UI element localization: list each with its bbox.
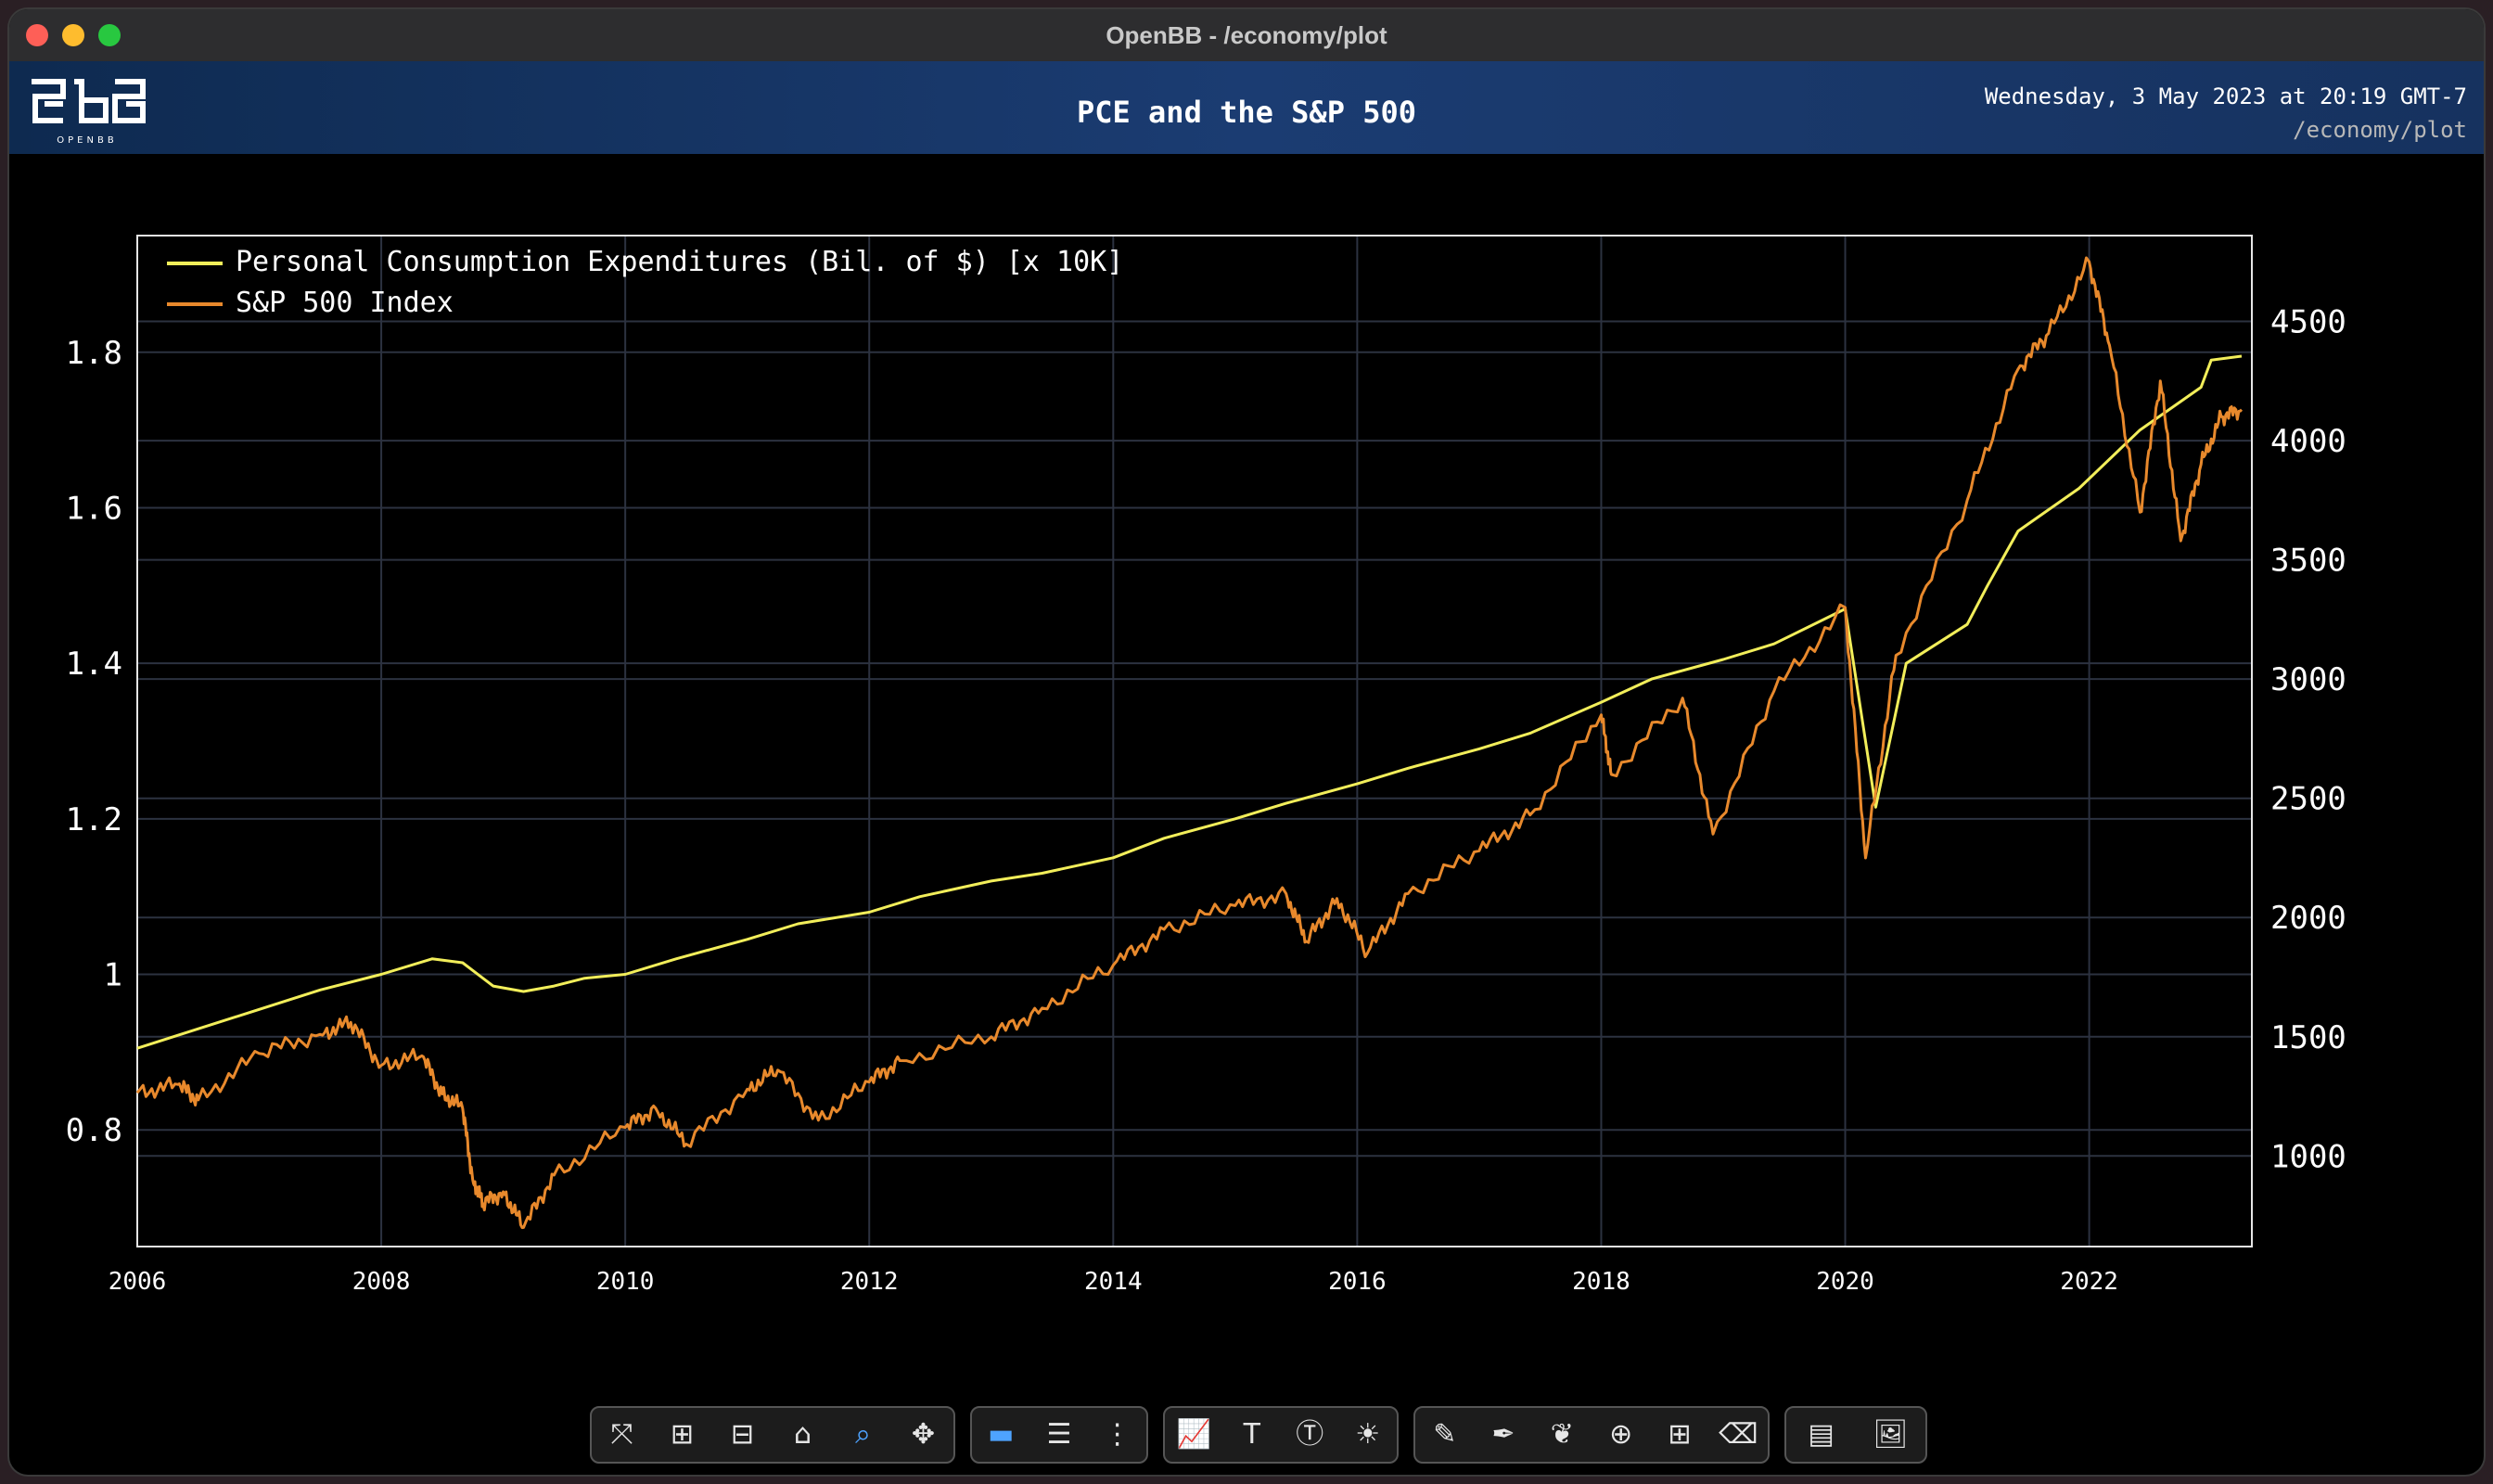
autoscale-icon[interactable]: ⤧	[610, 1418, 633, 1451]
modebar-group: ⤧ ⊞ ⊟ ⌂ ⌕ ✥	[590, 1406, 955, 1464]
modebar-group: 📈 T Ⓣ ☀	[1163, 1406, 1399, 1464]
hover-compare-icon[interactable]: ☰	[1046, 1418, 1072, 1451]
y-right-tick-label: 2500	[2270, 781, 2346, 818]
traffic-lights	[26, 24, 121, 46]
openbb-logo: OPENBB	[32, 79, 146, 146]
change-title-icon[interactable]: Ⓣ	[1296, 1418, 1324, 1451]
add-indicator-icon[interactable]: 📈	[1176, 1418, 1211, 1451]
legend-label: S&P 500 Index	[236, 287, 454, 319]
zoom-out-icon[interactable]: ⊟	[730, 1418, 755, 1451]
plot-title: PCE and the S&P 500	[1076, 95, 1417, 130]
line-chart[interactable]: 2006 2008 2010 2012 2014 2016 2018 2020 2022 0.8 1…	[9, 154, 2484, 1397]
x-tick-label: 2020	[1816, 1268, 1874, 1296]
draw-line-icon[interactable]: ✎	[1433, 1418, 1457, 1451]
zoom-in-icon[interactable]: ⊞	[670, 1418, 695, 1451]
modebar-group: ▤ 🖼	[1784, 1406, 1927, 1464]
x-tick-label: 2010	[596, 1268, 655, 1296]
erase-shape-icon[interactable]: ⌫	[1719, 1418, 1758, 1451]
zoom-icon[interactable]: ⌕	[855, 1418, 871, 1451]
add-text-icon[interactable]: T	[1243, 1418, 1260, 1451]
command-path: /economy/plot	[2293, 117, 2467, 143]
y-right-tick-label: 4000	[2270, 423, 2346, 460]
y-right-tick-label: 3500	[2270, 543, 2346, 580]
y-left-tick-label: 1.2	[66, 801, 122, 838]
y-left-tick-label: 1.4	[66, 646, 122, 683]
window-title: OpenBB - /economy/plot	[1106, 20, 1387, 49]
y-right-tick-label: 1500	[2270, 1019, 2346, 1056]
draw-rect-icon[interactable]: ⊞	[1668, 1418, 1692, 1451]
y-left-tick-label: 1.8	[66, 335, 122, 372]
y-left-tick-label: 1	[104, 957, 122, 994]
title-bar: OpenBB - /economy/plot	[9, 9, 2484, 61]
pce-series-line	[136, 354, 2243, 1050]
maximize-window-button[interactable]	[98, 24, 121, 46]
minimize-window-button[interactable]	[62, 24, 84, 46]
x-tick-label: 2008	[352, 1268, 411, 1296]
legend-label: Personal Consumption Expenditures (Bil. …	[236, 246, 1123, 278]
y-right-tick-label: 2000	[2270, 900, 2346, 937]
x-tick-label: 2014	[1084, 1268, 1143, 1296]
download-image-icon[interactable]: 🖼	[1873, 1418, 1909, 1451]
y-right-tick-label: 3000	[2270, 661, 2346, 698]
home-icon[interactable]: ⌂	[793, 1418, 812, 1451]
y-left-tick-label: 0.8	[66, 1112, 122, 1149]
modebar-group: ▬ ☰ ⋮	[970, 1406, 1148, 1464]
plot-header: OPENBB PCE and the S&P 500 Wednesday, 3 …	[9, 61, 2484, 154]
plot-area[interactable]: 2006 2008 2010 2012 2014 2016 2018 2020 2022 0.8 1…	[9, 154, 2484, 1397]
toggle-theme-icon[interactable]: ☀	[1355, 1418, 1381, 1451]
hover-closest-icon[interactable]: ▬	[988, 1418, 1015, 1451]
x-tick-label: 2006	[109, 1268, 167, 1296]
y-right-tick-label: 4500	[2270, 304, 2346, 341]
draw-closed-path-icon[interactable]: ❦	[1550, 1418, 1574, 1451]
y-right-tick-label: 1000	[2270, 1138, 2346, 1175]
spike-lines-icon[interactable]: ⋮	[1103, 1418, 1131, 1451]
draw-circle-icon[interactable]: ⊕	[1609, 1418, 1633, 1451]
x-tick-label: 2016	[1328, 1268, 1387, 1296]
pan-icon[interactable]: ✥	[911, 1418, 936, 1451]
plot-frame	[136, 235, 2253, 1247]
x-tick-label: 2012	[840, 1268, 899, 1296]
spx-series-line	[135, 256, 2244, 1230]
close-window-button[interactable]	[26, 24, 48, 46]
x-tick-label: 2018	[1572, 1268, 1630, 1296]
app-window: OpenBB - /economy/plot OPENBB PCE and th…	[9, 9, 2484, 1475]
timestamp: Wednesday, 3 May 2023 at 20:19 GMT-7	[1984, 83, 2467, 109]
y-left-tick-label: 1.6	[66, 490, 122, 527]
modebar-group: ✎ ✒ ❦ ⊕ ⊞ ⌫	[1413, 1406, 1770, 1464]
download-csv-icon[interactable]: ▤	[1808, 1418, 1835, 1451]
x-tick-label: 2022	[2060, 1268, 2118, 1296]
logo-text: OPENBB	[57, 135, 117, 146]
draw-open-path-icon[interactable]: ✒	[1491, 1418, 1515, 1451]
